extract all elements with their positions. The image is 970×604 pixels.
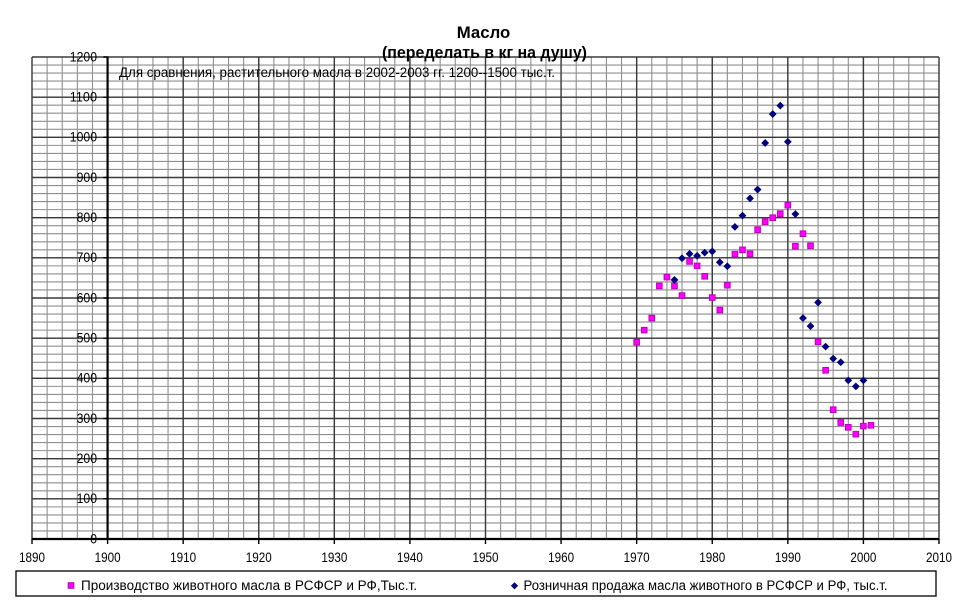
svg-text:Производство животного масла в: Производство животного масла в РСФСР и Р… [81, 578, 417, 593]
svg-text:0: 0 [90, 530, 97, 546]
svg-text:1200: 1200 [70, 48, 97, 64]
svg-text:600: 600 [77, 289, 98, 305]
svg-text:900: 900 [77, 169, 98, 185]
svg-text:1890: 1890 [19, 549, 45, 565]
svg-text:1970: 1970 [624, 549, 650, 565]
svg-text:1000: 1000 [70, 129, 97, 145]
svg-text:800: 800 [77, 209, 98, 225]
svg-text:Для сравнения, растительного м: Для сравнения, растительного масла в 200… [119, 65, 555, 80]
svg-text:200: 200 [77, 450, 98, 466]
svg-text:1990: 1990 [775, 549, 801, 565]
svg-text:1920: 1920 [246, 549, 272, 565]
svg-text:Масло: Масло [457, 23, 511, 42]
svg-text:1910: 1910 [170, 549, 196, 565]
svg-text:2000: 2000 [850, 549, 876, 565]
svg-text:(переделать в кг на душу): (переделать в кг на душу) [382, 44, 587, 62]
svg-text:1930: 1930 [321, 549, 347, 565]
svg-text:500: 500 [77, 329, 98, 345]
svg-text:700: 700 [77, 249, 98, 265]
svg-text:1980: 1980 [699, 549, 725, 565]
svg-text:1900: 1900 [95, 549, 121, 565]
svg-text:100: 100 [77, 490, 98, 506]
svg-text:1940: 1940 [397, 549, 423, 565]
svg-text:300: 300 [77, 410, 98, 426]
svg-text:400: 400 [77, 370, 98, 386]
svg-text:1100: 1100 [70, 88, 97, 104]
svg-text:1950: 1950 [473, 549, 499, 565]
svg-text:1960: 1960 [548, 549, 574, 565]
svg-text:Розничная продажа масла животн: Розничная продажа масла животного в РСФС… [524, 578, 888, 593]
svg-text:2010: 2010 [926, 549, 952, 565]
